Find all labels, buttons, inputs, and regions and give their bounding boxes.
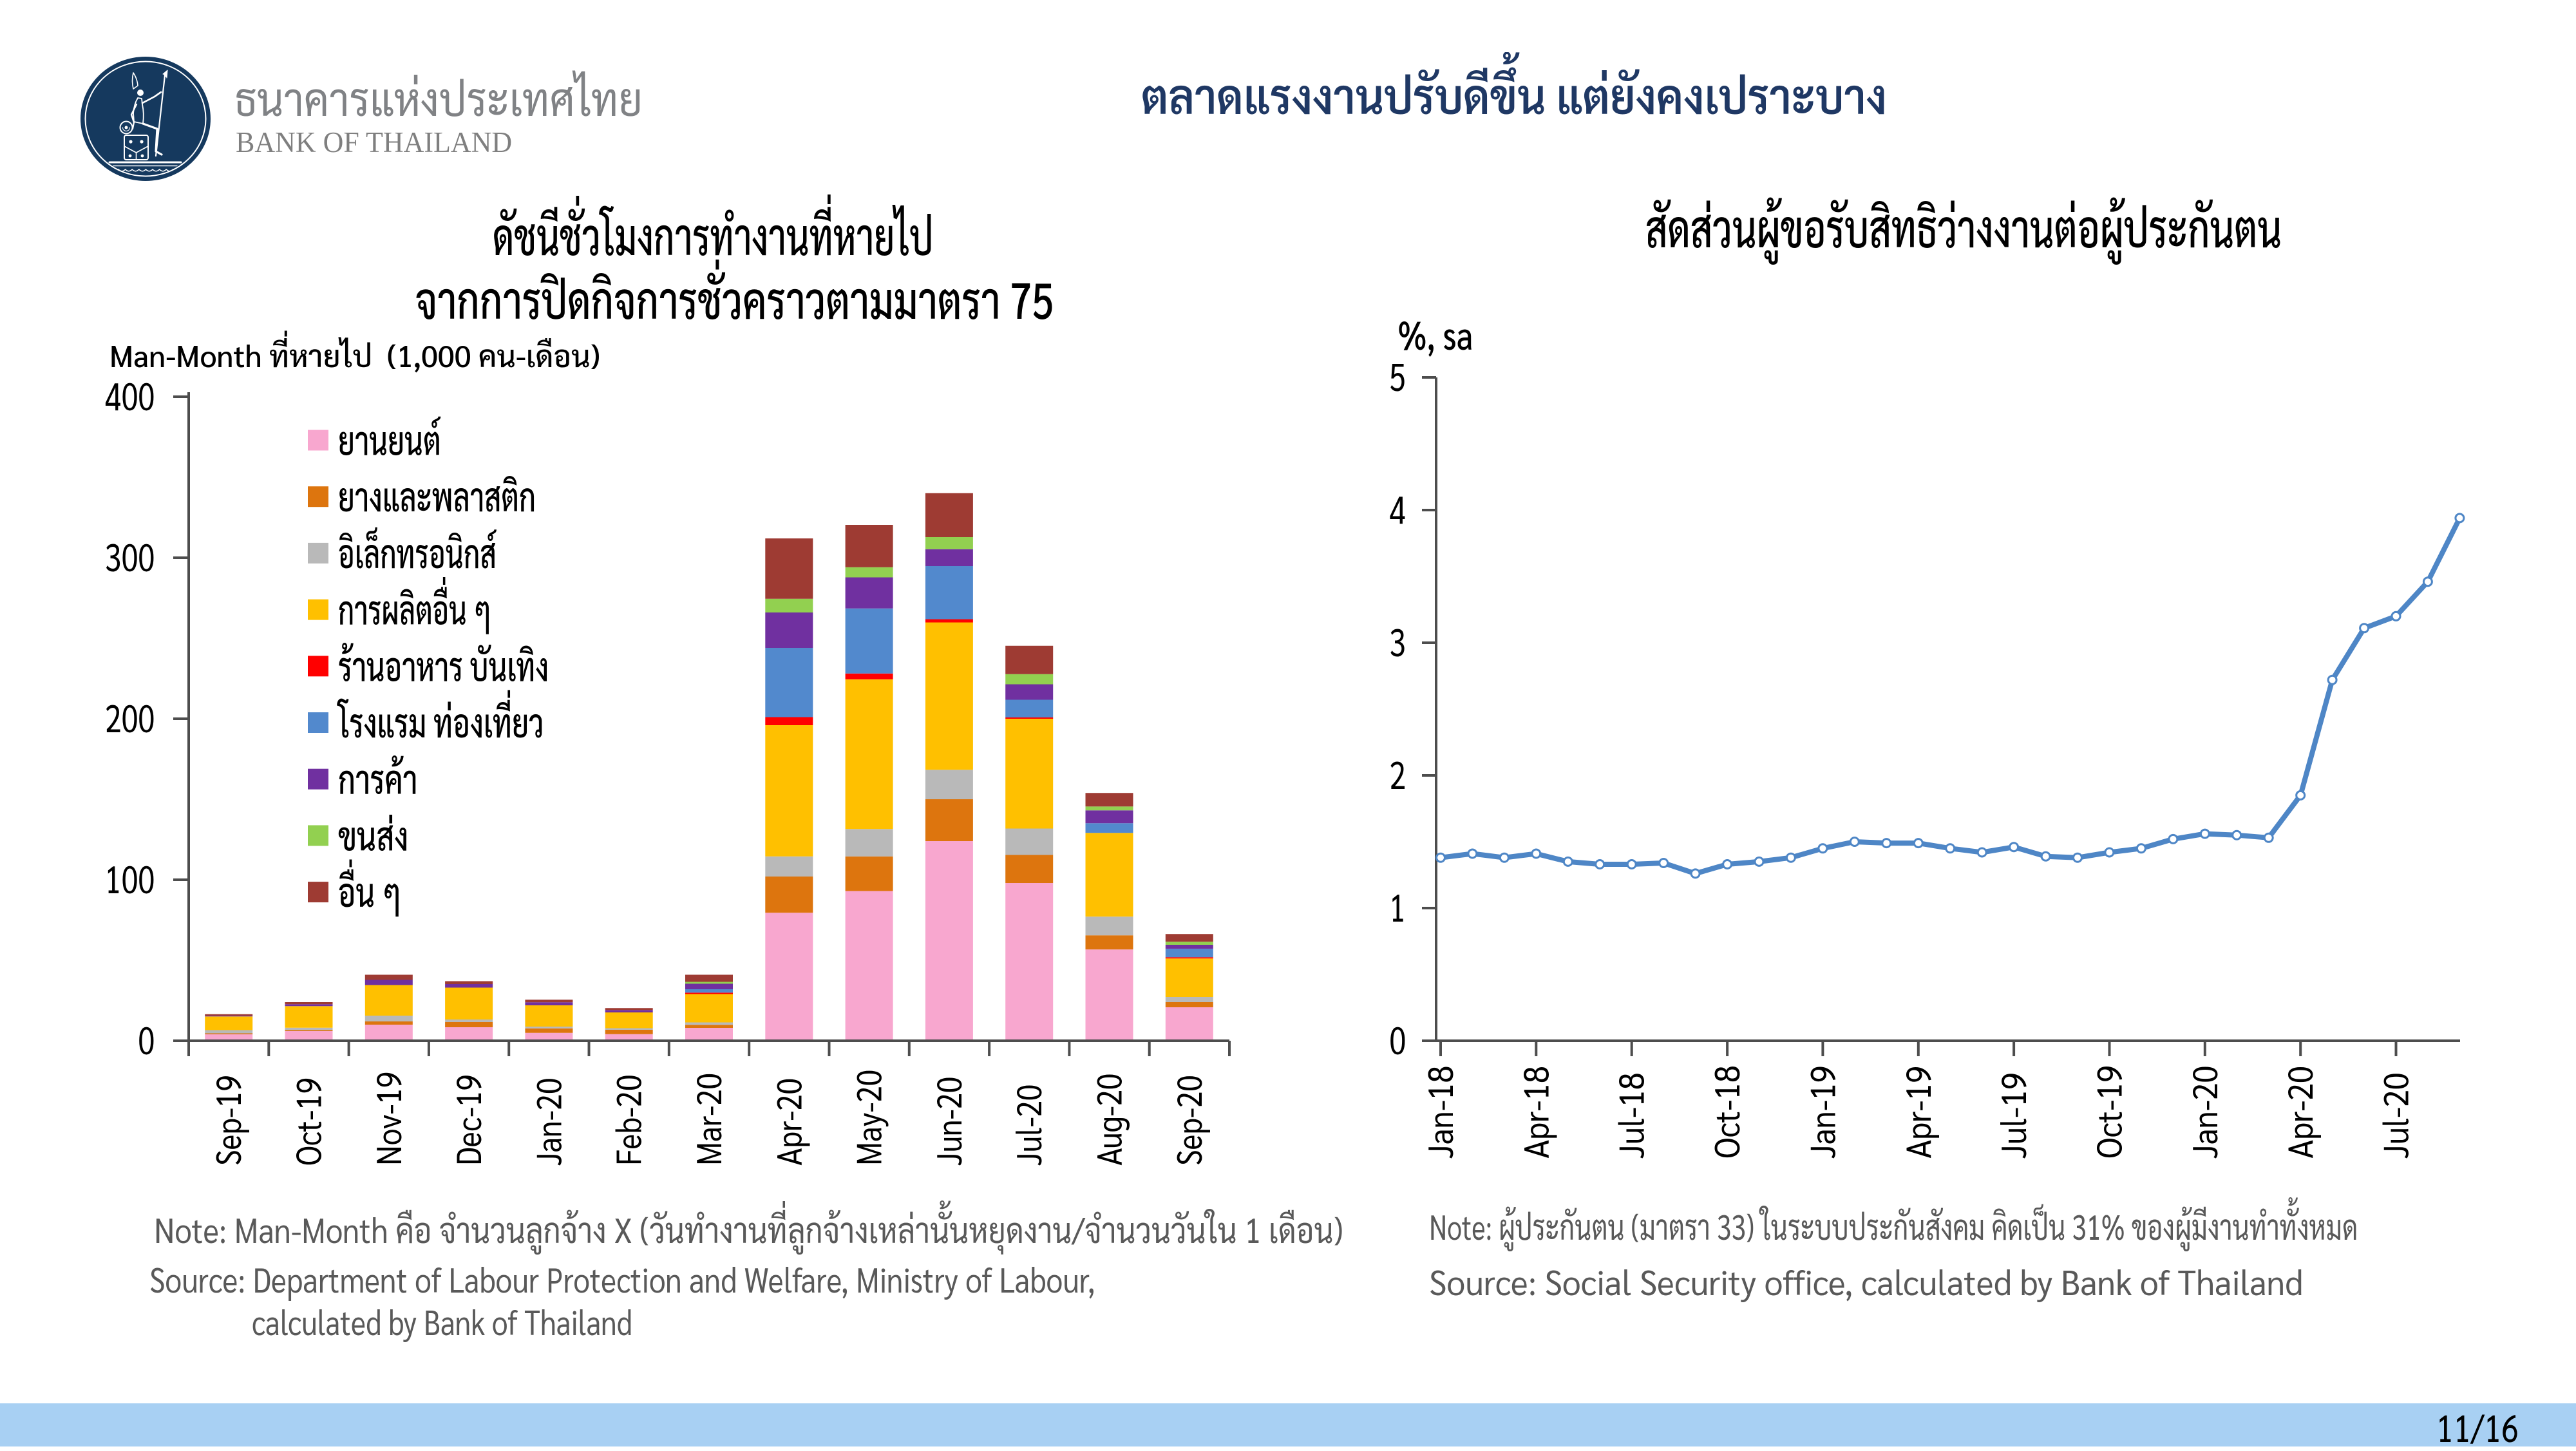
svg-text:300: 300 — [105, 531, 155, 581]
svg-text:Jul-19: Jul-19 — [1989, 1072, 2034, 1159]
svg-text:ยานยนต์: ยานยนต์ — [338, 414, 441, 464]
svg-text:Jul-18: Jul-18 — [1607, 1072, 1652, 1159]
svg-text:Apr-19: Apr-19 — [1893, 1066, 1939, 1159]
svg-text:Nov-19: Nov-19 — [364, 1072, 410, 1166]
svg-text:Oct-19: Oct-19 — [2085, 1065, 2130, 1159]
svg-text:400: 400 — [105, 370, 155, 420]
svg-text:ยางและพลาสติก: ยางและพลาสติก — [338, 470, 536, 521]
svg-text:Jul-20: Jul-20 — [1004, 1085, 1050, 1166]
svg-text:Jan-19: Jan-19 — [1798, 1065, 1843, 1159]
svg-text:โรงแรม ท่องเที่ยว: โรงแรม ท่องเที่ยว — [337, 689, 544, 747]
svg-text:Feb-20: Feb-20 — [604, 1074, 650, 1166]
svg-text:Sep-20: Sep-20 — [1164, 1075, 1211, 1166]
svg-text:200: 200 — [105, 692, 155, 742]
svg-text:Dec-19: Dec-19 — [444, 1074, 489, 1166]
svg-text:Oct-18: Oct-18 — [1703, 1065, 1748, 1159]
svg-text:อื่น ๆ: อื่น ๆ — [338, 859, 401, 917]
svg-text:Jan-20: Jan-20 — [2180, 1065, 2225, 1159]
svg-text:1: 1 — [1389, 882, 1406, 931]
svg-text:May-20: May-20 — [844, 1070, 890, 1166]
svg-text:การผลิตอื่น ๆ: การผลิตอื่น ๆ — [338, 578, 491, 635]
svg-text:4: 4 — [1389, 484, 1406, 533]
svg-text:Apr-20: Apr-20 — [2276, 1066, 2322, 1159]
svg-text:ขนส่ง: ขนส่ง — [338, 809, 408, 860]
svg-text:Aug-20: Aug-20 — [1084, 1074, 1130, 1166]
svg-text:การค้า: การค้า — [338, 752, 417, 803]
svg-text:Apr-20: Apr-20 — [764, 1078, 810, 1166]
svg-text:3: 3 — [1389, 616, 1406, 666]
svg-text:Jun-20: Jun-20 — [924, 1077, 970, 1166]
svg-text:0: 0 — [1389, 1014, 1406, 1064]
svg-text:Apr-18: Apr-18 — [1511, 1066, 1557, 1159]
svg-text:Jul-20: Jul-20 — [2371, 1072, 2416, 1159]
svg-text:Sep-19: Sep-19 — [204, 1075, 250, 1166]
svg-text:ร้านอาหาร บันเทิง: ร้านอาหาร บันเทิง — [338, 640, 549, 690]
svg-text:0: 0 — [138, 1014, 155, 1064]
svg-text:100: 100 — [105, 853, 155, 903]
svg-text:2: 2 — [1389, 749, 1406, 799]
svg-text:Jan-20: Jan-20 — [524, 1077, 569, 1166]
svg-text:Jan-18: Jan-18 — [1416, 1065, 1461, 1159]
svg-text:อิเล็กทรอนิกส์: อิเล็กทรอนิกส์ — [338, 527, 497, 578]
svg-text:Mar-20: Mar-20 — [684, 1073, 730, 1166]
svg-text:5: 5 — [1389, 351, 1406, 401]
svg-text:Oct-19: Oct-19 — [284, 1077, 330, 1166]
